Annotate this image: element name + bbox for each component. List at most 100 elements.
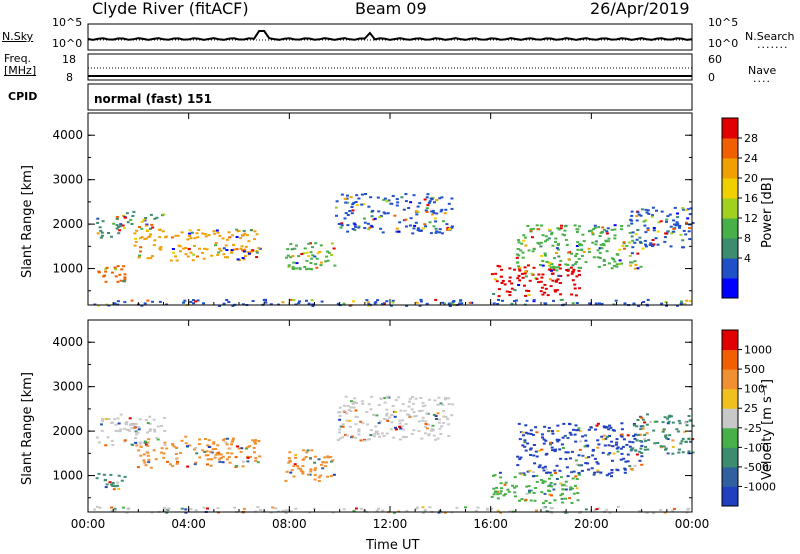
echo-cell	[180, 231, 184, 234]
echo-cell	[443, 511, 447, 514]
echo-cell	[180, 439, 184, 442]
echo-cell	[387, 199, 391, 202]
echo-cell	[570, 293, 574, 296]
echo-cell	[474, 509, 478, 512]
echo-cell	[640, 416, 644, 419]
echo-cell	[122, 280, 126, 283]
echo-cell	[353, 397, 357, 400]
echo-cell	[430, 428, 434, 430]
echo-cell	[555, 438, 559, 441]
echo-cell	[130, 299, 134, 302]
velocity-axes: 00:00 04:00 08:00 12:00 16:00 20:00 00:0010002…	[52, 319, 709, 531]
echo-cell	[362, 217, 366, 220]
echo-cell	[564, 480, 568, 483]
echo-cell	[237, 447, 241, 450]
echo-cell	[236, 230, 240, 233]
echo-cell	[111, 444, 115, 447]
echo-cell	[532, 444, 536, 446]
echo-cell	[630, 448, 634, 451]
echo-cell	[542, 442, 546, 445]
nsky-label: N.Sky	[2, 30, 34, 43]
echo-cell	[548, 490, 551, 493]
echo-cell	[430, 429, 434, 432]
echo-cell	[162, 452, 166, 455]
echo-cell	[597, 265, 601, 268]
echo-cell	[622, 457, 626, 460]
echo-cell	[149, 428, 153, 431]
echo-cell	[555, 247, 559, 250]
echo-cell	[517, 265, 521, 268]
echo-cell	[549, 269, 553, 272]
echo-cell	[550, 494, 553, 497]
echo-cell	[204, 438, 207, 440]
echo-cell	[531, 236, 534, 239]
echo-cell	[151, 226, 155, 229]
echo-cell	[526, 225, 530, 227]
echo-cell	[393, 214, 397, 217]
echo-cell	[116, 280, 120, 283]
echo-cell	[523, 441, 527, 444]
echo-cell	[603, 264, 606, 267]
echo-cell	[569, 266, 573, 269]
echo-cell	[597, 443, 601, 446]
echo-cell	[132, 210, 136, 213]
echo-cell	[329, 475, 333, 478]
echo-cell	[243, 248, 247, 251]
echo-cell	[242, 258, 246, 261]
echo-cell	[416, 227, 420, 230]
echo-cell	[134, 237, 137, 240]
echo-cell	[372, 435, 376, 438]
colorbar-segment	[722, 178, 738, 199]
echo-cell	[508, 267, 512, 270]
echo-cell	[323, 456, 327, 459]
echo-cell	[118, 229, 122, 232]
echo-cell	[498, 265, 502, 268]
echo-cell	[439, 402, 443, 405]
echo-cell	[288, 460, 292, 463]
echo-cell	[640, 444, 644, 447]
echo-cell	[367, 403, 371, 406]
echo-cell	[688, 419, 692, 422]
echo-cell	[687, 415, 691, 417]
echo-cell	[510, 282, 514, 285]
echo-cell	[641, 418, 645, 421]
echo-cell	[147, 458, 151, 461]
echo-cell	[153, 217, 157, 220]
echo-cell	[549, 482, 553, 484]
echo-cell	[430, 210, 434, 213]
echo-cell	[309, 457, 312, 460]
echo-cell	[385, 200, 389, 203]
echo-cell	[539, 478, 543, 481]
echo-cell	[565, 243, 569, 246]
echo-cell	[681, 437, 685, 440]
echo-cell	[363, 227, 367, 229]
echo-cell	[671, 421, 675, 424]
echo-cell	[124, 216, 127, 219]
echo-cell	[500, 487, 503, 490]
echo-cell	[654, 237, 658, 240]
echo-cell	[543, 283, 547, 286]
echo-cell	[198, 247, 202, 250]
echo-cell	[584, 508, 588, 511]
echo-region	[134, 435, 262, 469]
echo-cell	[295, 244, 298, 247]
echo-cell	[301, 470, 305, 473]
noise-right-tick-bottom: 10^0	[708, 37, 739, 50]
echo-cell	[596, 469, 600, 472]
echo-cell	[371, 209, 375, 212]
echo-cell	[631, 231, 635, 234]
echo-cell	[201, 449, 205, 452]
echo-cell	[644, 445, 648, 448]
echo-cell	[218, 234, 222, 237]
echo-cell	[515, 261, 519, 264]
echo-cell	[166, 509, 170, 511]
echo-cell	[638, 236, 642, 239]
echo-cell	[425, 211, 429, 213]
echo-cell	[499, 511, 503, 514]
echo-cell	[610, 267, 614, 270]
echo-cell	[216, 231, 220, 234]
echo-cell	[524, 424, 528, 427]
echo-cell	[188, 444, 192, 447]
echo-cell	[539, 241, 543, 244]
echo-cell	[376, 433, 380, 435]
